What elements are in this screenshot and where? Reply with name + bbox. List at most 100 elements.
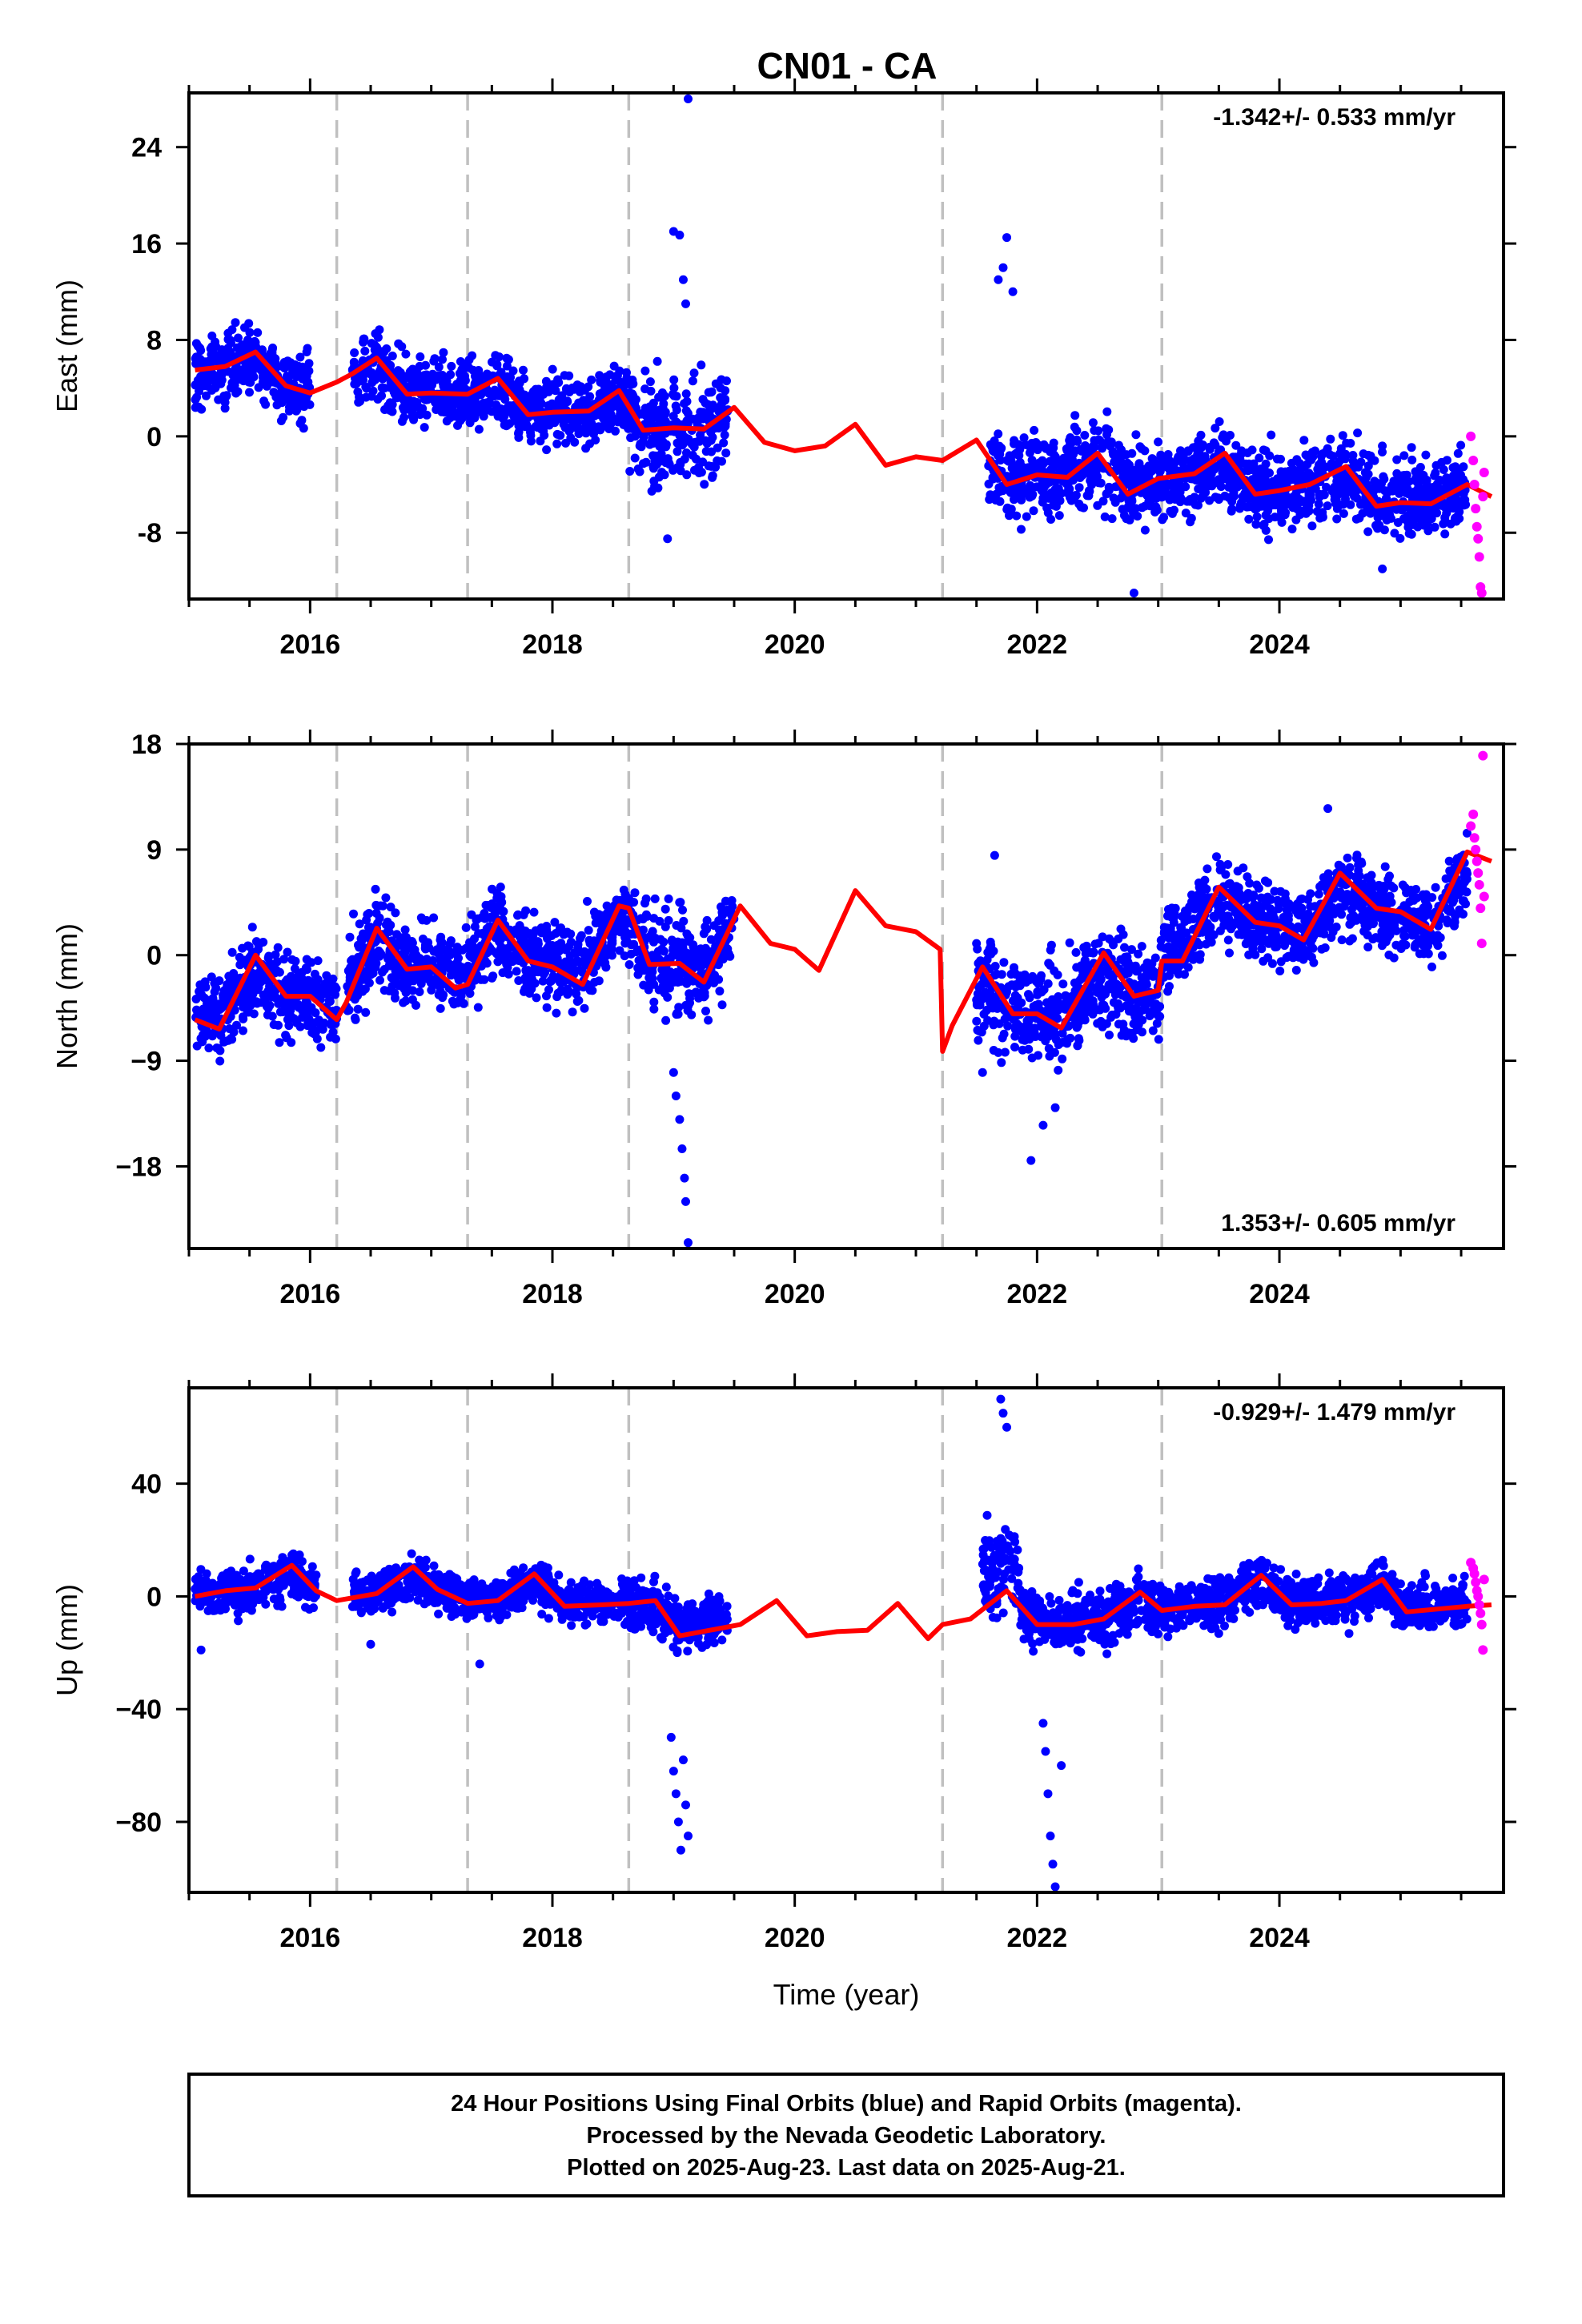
final-point	[1093, 472, 1102, 481]
final-point	[474, 424, 484, 434]
final-point	[595, 389, 604, 399]
final-point	[626, 380, 636, 389]
final-point	[702, 915, 712, 925]
final-point	[1447, 499, 1456, 509]
final-point	[669, 974, 678, 983]
final-point	[1125, 473, 1134, 483]
final-point	[1318, 511, 1327, 521]
final-point	[549, 956, 559, 965]
final-point	[254, 945, 263, 954]
final-point	[681, 1000, 691, 1010]
rapid-point	[1471, 504, 1481, 514]
final-point	[429, 979, 439, 988]
final-point	[999, 1029, 1009, 1039]
final-point	[528, 391, 537, 400]
final-point	[536, 424, 546, 434]
final-point	[567, 422, 576, 432]
final-point	[1215, 417, 1224, 426]
figure-title: CN01 - CA	[757, 45, 938, 86]
final-point	[1046, 488, 1056, 497]
final-point	[192, 392, 202, 402]
final-point	[626, 388, 636, 398]
final-point	[191, 403, 200, 412]
final-point	[998, 263, 1008, 272]
final-point	[640, 366, 650, 376]
final-point	[220, 398, 230, 407]
final-point	[1371, 521, 1380, 530]
final-point	[630, 453, 640, 463]
final-point	[997, 1058, 1006, 1068]
final-point	[1088, 418, 1098, 428]
final-point	[303, 998, 312, 1007]
final-point	[446, 413, 456, 422]
final-point	[400, 983, 408, 993]
final-point	[239, 993, 249, 1003]
final-point	[307, 1006, 316, 1015]
final-point	[1429, 506, 1439, 516]
final-point	[1058, 979, 1068, 989]
final-point	[717, 1000, 727, 1010]
final-point	[671, 401, 681, 411]
final-point	[1102, 489, 1111, 499]
final-point	[1079, 468, 1089, 477]
final-point	[1397, 505, 1407, 515]
final-point	[331, 984, 341, 993]
final-point	[1079, 503, 1088, 513]
final-point	[706, 461, 716, 471]
final-point	[593, 410, 603, 420]
final-point	[1379, 511, 1388, 521]
final-point	[629, 939, 639, 949]
final-point	[415, 376, 424, 386]
final-point	[1194, 501, 1203, 510]
final-point	[366, 369, 375, 379]
final-point	[704, 1015, 713, 1025]
final-point	[1008, 287, 1018, 296]
final-point	[1093, 987, 1102, 997]
final-point	[199, 1004, 208, 1014]
final-point	[1291, 489, 1301, 498]
final-point	[1106, 441, 1115, 451]
final-point	[293, 971, 303, 980]
final-point	[525, 978, 534, 987]
final-point	[471, 394, 480, 404]
final-point	[496, 883, 505, 892]
final-point	[359, 376, 367, 384]
final-point	[385, 383, 395, 392]
final-point	[454, 408, 464, 418]
final-point	[1148, 455, 1158, 464]
final-point	[630, 888, 640, 898]
final-point	[217, 1003, 226, 1013]
final-point	[401, 996, 411, 1006]
final-point	[279, 955, 289, 964]
final-point	[1292, 455, 1302, 464]
x-tick-label: 2024	[1249, 629, 1310, 660]
final-point	[438, 355, 447, 364]
final-point	[1254, 465, 1263, 475]
final-point	[401, 349, 411, 359]
final-point	[1065, 938, 1074, 947]
final-point	[977, 1027, 986, 1037]
final-point	[594, 976, 604, 986]
final-point	[648, 436, 657, 445]
final-point	[639, 432, 648, 442]
final-point	[1017, 525, 1026, 534]
final-point	[275, 1038, 284, 1047]
final-point	[1195, 456, 1205, 466]
plot-area	[191, 93, 1493, 599]
final-point	[1244, 493, 1254, 501]
final-point	[1330, 495, 1339, 505]
final-point	[1255, 453, 1264, 463]
final-point	[678, 968, 688, 978]
final-point	[1046, 515, 1056, 524]
final-point	[723, 945, 732, 954]
final-point	[624, 894, 633, 903]
final-point	[1096, 975, 1106, 984]
final-point	[273, 943, 283, 952]
final-point	[362, 915, 371, 925]
final-point	[601, 951, 611, 961]
final-point	[554, 378, 564, 388]
final-point	[1164, 456, 1174, 465]
final-point	[1404, 518, 1414, 528]
final-point	[1030, 1028, 1039, 1038]
